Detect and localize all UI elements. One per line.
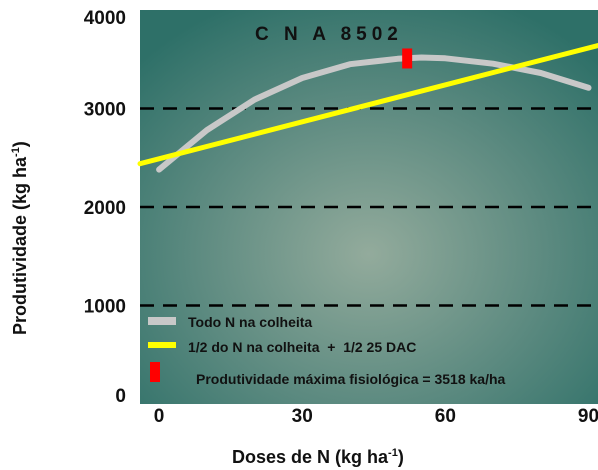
max-yield-marker bbox=[402, 48, 413, 69]
x-tick-60: 60 bbox=[435, 406, 456, 427]
x-axis-title: Doses de N (kg ha-1) bbox=[232, 447, 404, 467]
x-axis-title-end: ) bbox=[398, 447, 404, 467]
legend-swatch-series-2 bbox=[148, 342, 176, 348]
y-tick-4000: 4000 bbox=[84, 8, 126, 29]
legend-label-series-2: 1/2 do N na colheita + 1/2 25 DAC bbox=[188, 339, 416, 355]
y-tick-1000: 1000 bbox=[84, 297, 126, 318]
x-tick-90: 90 bbox=[578, 406, 598, 427]
y-axis-title: Produtividade (kg ha-1) bbox=[10, 141, 30, 335]
series-layer bbox=[137, 43, 598, 173]
x-tick-30: 30 bbox=[292, 406, 313, 427]
y-tick-labels: 0 1000 2000 3000 4000 bbox=[84, 8, 126, 407]
y-tick-0: 0 bbox=[115, 386, 126, 407]
y-tick-3000: 3000 bbox=[84, 100, 126, 121]
x-axis-title-main: Doses de N (kg ha bbox=[232, 447, 389, 467]
legend-swatch-series-1 bbox=[148, 317, 176, 325]
legend-label-marker: Produtividade máxima fisiológica = 3518 … bbox=[196, 371, 506, 387]
y-axis-title-sup: -1 bbox=[10, 147, 22, 157]
gridlines bbox=[140, 107, 598, 307]
marker-layer bbox=[402, 48, 413, 69]
x-tick-0: 0 bbox=[154, 406, 165, 427]
legend-swatch-marker bbox=[150, 362, 160, 382]
y-axis-title-main: Produtividade (kg ha bbox=[10, 156, 30, 335]
series-line-2 bbox=[137, 43, 598, 167]
legend-label-series-1: Todo N na colheita bbox=[188, 314, 312, 330]
legend: Todo N na colheita 1/2 do N na colheita … bbox=[148, 314, 506, 387]
y-tick-2000: 2000 bbox=[84, 198, 126, 219]
x-tick-labels: 0 30 60 90 bbox=[154, 406, 598, 427]
chart-title: C N A 8502 bbox=[255, 24, 403, 45]
y-axis-title-end: ) bbox=[10, 141, 30, 147]
x-axis-title-sup: -1 bbox=[388, 447, 398, 459]
